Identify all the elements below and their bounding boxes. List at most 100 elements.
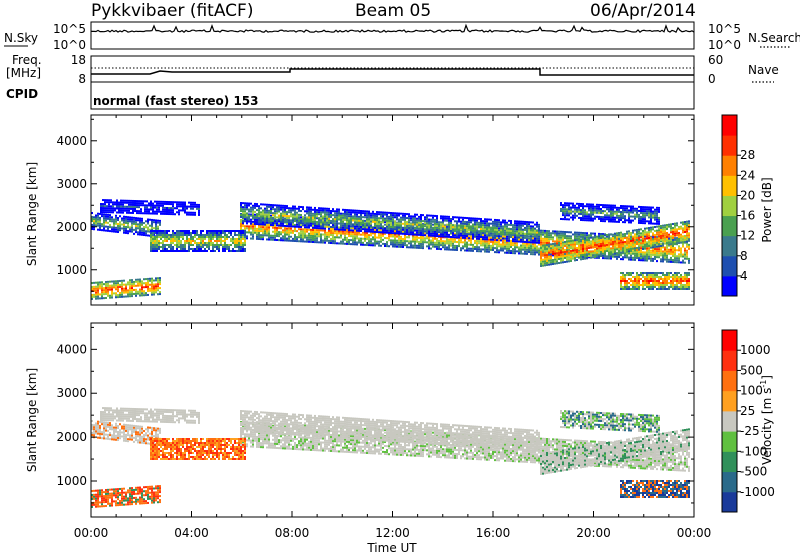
- power-cell: [566, 237, 568, 239]
- power-cell: [428, 243, 430, 245]
- power-cell: [520, 241, 522, 243]
- power-cell: [434, 229, 436, 231]
- power-cell: [127, 230, 129, 232]
- power-cell: [396, 224, 398, 226]
- power-cell: [280, 205, 282, 207]
- power-cell: [516, 230, 518, 232]
- power-cell: [154, 244, 156, 246]
- power-cell: [544, 236, 546, 238]
- power-cell: [129, 285, 131, 287]
- power-cell: [496, 219, 498, 221]
- power-cell: [468, 240, 470, 242]
- power-cell: [152, 232, 154, 234]
- power-cell: [160, 234, 162, 236]
- power-cell: [131, 283, 133, 285]
- power-cell: [368, 242, 370, 244]
- power-cell: [95, 218, 97, 220]
- power-cell: [640, 232, 642, 234]
- power-cell: [634, 257, 636, 259]
- power-cell: [135, 225, 137, 227]
- power-cell: [544, 246, 546, 248]
- power-cell: [480, 240, 482, 242]
- power-cell: [388, 220, 390, 222]
- power-cell: [544, 240, 546, 242]
- power-cell: [618, 232, 620, 234]
- power-cell: [608, 234, 610, 236]
- power-cell: [404, 233, 406, 235]
- power-cell: [660, 239, 662, 241]
- power-cell: [452, 236, 454, 238]
- power-cell: [584, 254, 586, 256]
- power-cell: [450, 230, 452, 232]
- power-cell: [342, 225, 344, 227]
- power-cell: [442, 225, 444, 227]
- power-cell: [586, 251, 588, 253]
- power-cell: [460, 235, 462, 237]
- power-cell: [157, 279, 159, 281]
- power-cell: [528, 239, 530, 241]
- power-cell: [428, 215, 430, 217]
- power-cell: [298, 206, 300, 208]
- power-cell: [688, 220, 690, 222]
- power-cell: [456, 234, 458, 236]
- power-cell: [442, 244, 444, 246]
- power-cell: [115, 292, 117, 294]
- power-cell: [424, 241, 426, 243]
- power-cell: [416, 234, 418, 236]
- power-cell: [472, 217, 474, 219]
- power-cell: [101, 225, 103, 227]
- power-cell: [396, 240, 398, 242]
- power-cell: [364, 210, 366, 212]
- power-cell: [356, 226, 358, 228]
- power-cell: [434, 231, 436, 233]
- power-cell: [242, 206, 244, 208]
- power-cell: [552, 245, 554, 247]
- power-cell: [688, 262, 690, 264]
- power-cell: [656, 240, 658, 242]
- power-cell: [536, 238, 538, 240]
- power-cell: [674, 237, 676, 239]
- power-cell: [576, 247, 578, 249]
- power-cell: [598, 249, 600, 251]
- power-cell: [572, 254, 574, 256]
- power-cell: [566, 231, 568, 233]
- power-cell: [580, 250, 582, 252]
- power-cell: [422, 245, 424, 247]
- power-cell: [256, 230, 258, 232]
- power-cell: [478, 234, 480, 236]
- power-cell: [296, 212, 298, 214]
- power-cell: [386, 224, 388, 226]
- power-cell: [658, 250, 660, 252]
- power-cell: [480, 248, 482, 250]
- power-cell: [270, 216, 272, 218]
- power-cell: [318, 223, 320, 225]
- power-cell: [550, 243, 552, 245]
- power-cell: [478, 240, 480, 242]
- power-cell: [326, 226, 328, 228]
- power-cell: [246, 227, 248, 229]
- power-cell: [284, 237, 286, 239]
- power-cell: [424, 225, 426, 227]
- power-cell: [540, 238, 542, 240]
- power-cell: [574, 232, 576, 234]
- power-cell: [360, 214, 362, 216]
- power-cell: [442, 231, 444, 233]
- power-cell: [582, 240, 584, 242]
- power-cell: [388, 230, 390, 232]
- power-cell: [534, 243, 536, 245]
- power-cell: [620, 254, 622, 256]
- power-cell: [602, 235, 604, 237]
- power-cell: [97, 290, 99, 292]
- power-cell: [376, 225, 378, 227]
- power-cell: [620, 234, 622, 236]
- power-cell: [160, 238, 162, 240]
- power-cell: [624, 245, 626, 247]
- power-cell: [240, 225, 242, 227]
- power-cell: [240, 208, 242, 210]
- power-cell: [266, 224, 268, 226]
- power-cell: [606, 250, 608, 252]
- power-cell: [684, 221, 686, 223]
- power-cell: [326, 222, 328, 224]
- power-cell: [592, 246, 594, 248]
- power-cell: [474, 224, 476, 226]
